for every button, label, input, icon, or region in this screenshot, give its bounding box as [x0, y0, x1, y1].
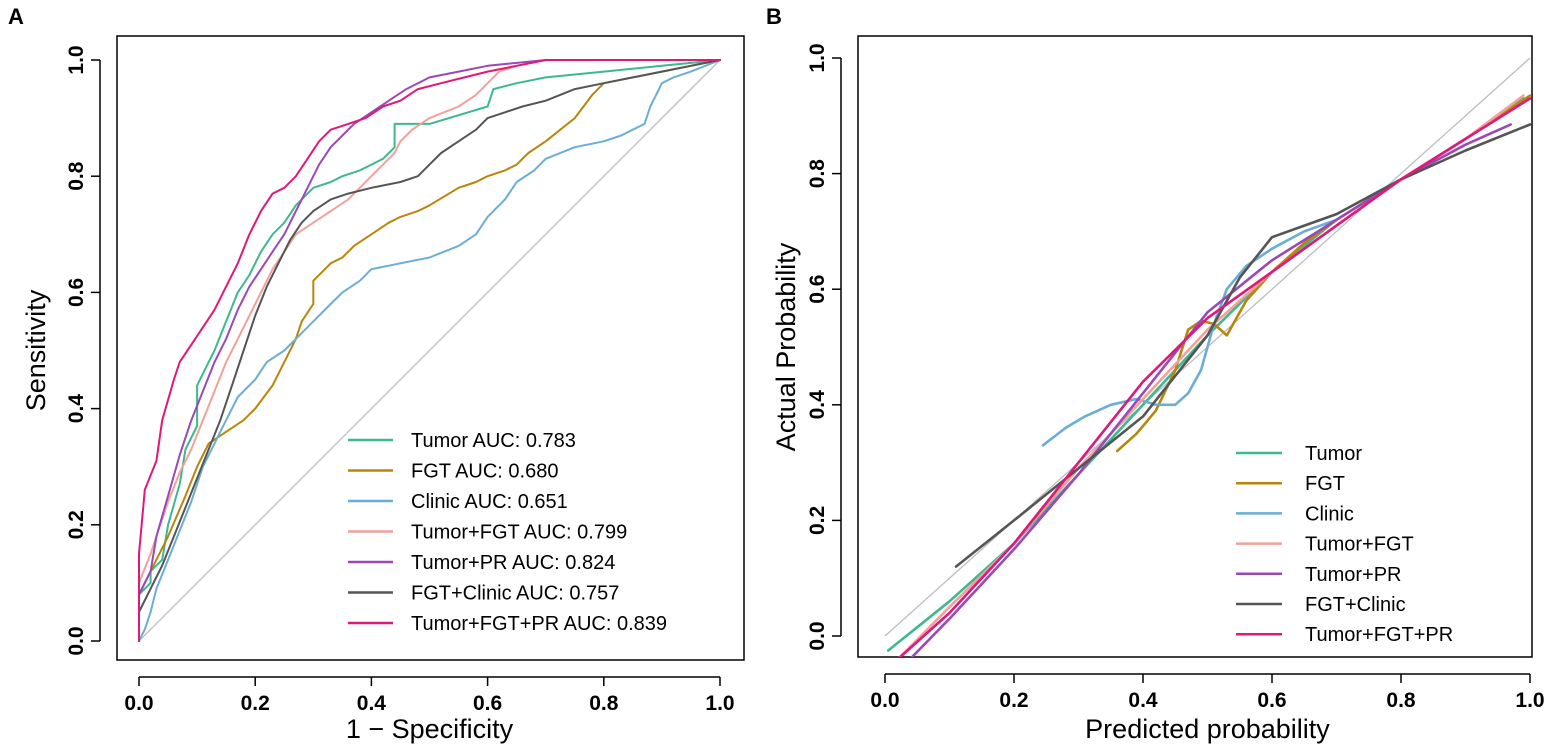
- panel-a-letter: A: [8, 4, 24, 29]
- calib-x-axis-title: Predicted probability: [1085, 714, 1330, 744]
- calib-y-tick-label: 0.8: [806, 159, 829, 189]
- calib-series-group: [886, 94, 1532, 657]
- roc-y-tick-label: 0.2: [65, 510, 88, 539]
- calib-legend-label-tumor-fgt-pr: Tumor+FGT+PR: [1305, 624, 1453, 646]
- calib-series-tumor-pr: [910, 123, 1512, 657]
- calib-y-tick-label: 1.0: [806, 43, 829, 72]
- calib-legend-label-tumor: Tumor: [1305, 443, 1362, 465]
- calib-series-tumor: [886, 97, 1525, 652]
- calib-legend-label-fgt: FGT: [1305, 473, 1345, 495]
- roc-series-fgt-clinic: [138, 59, 721, 642]
- roc-legend: Tumor AUC: 0.783 FGT AUC: 0.680 Clinic AUC…: [348, 430, 667, 635]
- roc-chart: 0.0 0.2 0.4 0.6 0.8 1.0 1 − Specificity 0.0 0.2 0…: [21, 35, 745, 744]
- calib-y-tick-label: 0.0: [806, 621, 829, 650]
- calib-legend: Tumor FGT Clinic Tumor+FGT Tumor+PR FGT+Clini…: [1236, 443, 1453, 646]
- roc-legend-label-fgt: FGT AUC: 0.680: [411, 461, 558, 483]
- roc-x-tick-label: 0.2: [241, 692, 270, 715]
- roc-x-tick-label: 0.0: [124, 692, 153, 715]
- roc-legend-label-tumor-pr: Tumor+PR AUC: 0.824: [411, 552, 615, 574]
- calib-y-tick-label: 0.6: [806, 275, 829, 304]
- roc-x-axis-title: 1 − Specificity: [346, 714, 514, 744]
- roc-legend-label-tumor-fgt: Tumor+FGT AUC: 0.799: [411, 522, 627, 544]
- roc-series-clinic: [138, 59, 721, 642]
- roc-x-tick-label: 0.6: [473, 692, 502, 715]
- calib-x-tick-label: 0.4: [1128, 689, 1158, 712]
- roc-series-tumor-pr: [138, 59, 721, 642]
- calib-legend-label-tumor-fgt: Tumor+FGT: [1305, 534, 1414, 556]
- calib-plot-frame: [857, 35, 1533, 658]
- calib-legend-label-fgt-clinic: FGT+Clinic: [1305, 594, 1406, 616]
- calib-y-axis-title: Actual Probability: [771, 242, 801, 451]
- roc-x-tick-label: 1.0: [705, 692, 734, 715]
- roc-legend-label-tumor: Tumor AUC: 0.783: [411, 430, 576, 452]
- roc-legend-label-tumor-fgt-pr: Tumor+FGT+PR AUC: 0.839: [411, 613, 667, 635]
- calib-x-tick-label: 0.0: [870, 689, 899, 712]
- calib-x-tick-label: 0.6: [1257, 689, 1286, 712]
- roc-y-tick-label: 1.0: [65, 45, 88, 74]
- calib-x-tick-label: 0.2: [999, 689, 1028, 712]
- roc-x-tick-label: 0.8: [589, 692, 619, 715]
- calib-legend-label-clinic: Clinic: [1305, 503, 1354, 525]
- roc-y-axis-title: Sensitivity: [21, 289, 51, 411]
- panel-b-letter: B: [766, 4, 782, 29]
- calib-x-tick-label: 0.8: [1386, 689, 1416, 712]
- calib-series-clinic: [1041, 218, 1338, 447]
- calib-y-tick-label: 0.2: [806, 506, 829, 535]
- calib-series-tumor-fgt-pr: [898, 97, 1532, 657]
- calib-series-fgt-clinic: [954, 123, 1532, 568]
- roc-reference-diagonal: [138, 59, 721, 642]
- roc-legend-label-fgt-clinic: FGT+Clinic AUC: 0.757: [411, 583, 619, 605]
- roc-y-tick-label: 0.8: [65, 161, 88, 191]
- roc-plot-frame: [116, 35, 745, 661]
- roc-y-tick-label: 0.4: [65, 394, 88, 424]
- calib-x-tick-label: 1.0: [1515, 689, 1544, 712]
- calib-legend-label-tumor-pr: Tumor+PR: [1305, 564, 1402, 586]
- roc-series-tumor-fgt-pr: [138, 59, 721, 642]
- roc-x-tick-label: 0.4: [357, 692, 387, 715]
- roc-y-tick-label: 0.6: [65, 278, 88, 307]
- roc-y-tick-label: 0.0: [65, 626, 88, 655]
- roc-series-tumor-fgt: [138, 59, 721, 642]
- roc-series-group: [138, 59, 721, 642]
- roc-legend-label-clinic: Clinic AUC: 0.651: [411, 491, 568, 513]
- roc-series-tumor: [138, 59, 721, 642]
- calib-y-tick-label: 0.4: [806, 390, 829, 420]
